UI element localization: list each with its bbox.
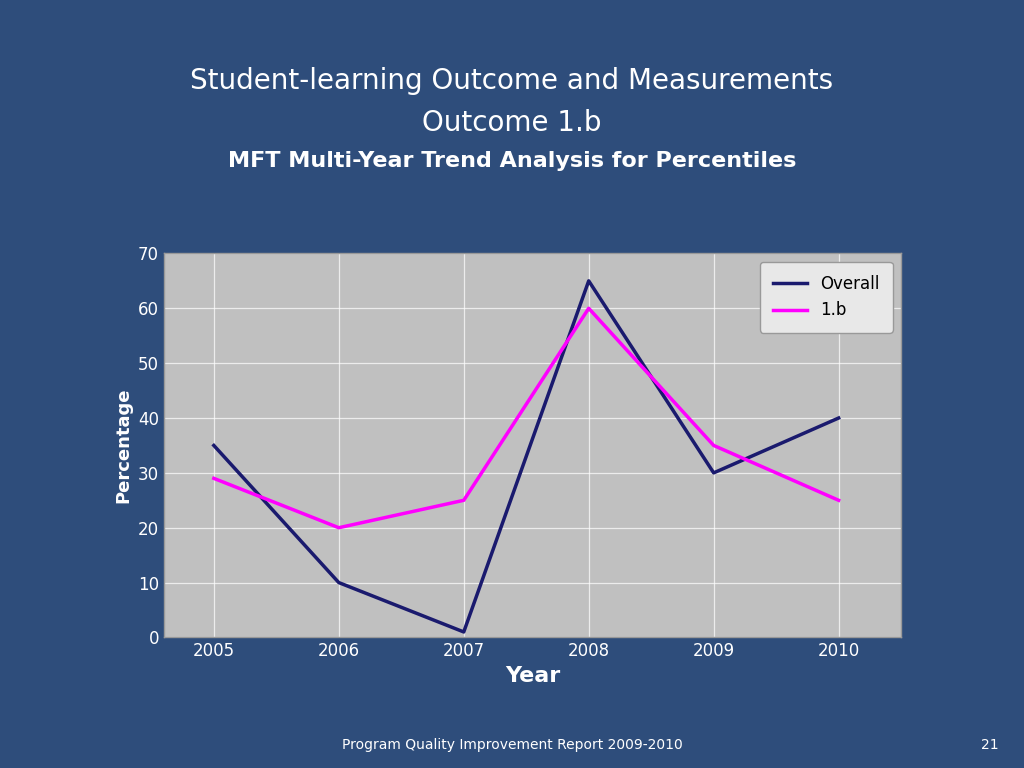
1.b [583,303,595,313]
Overall [458,627,470,637]
Overall [333,578,345,588]
Text: Outcome 1.b: Outcome 1.b [422,109,602,137]
Text: 21: 21 [981,738,998,752]
1.b [833,495,845,505]
Y-axis label: Percentage: Percentage [115,388,132,503]
Overall [583,276,595,286]
1.b [458,495,470,505]
Line: 1.b: 1.b [214,308,839,528]
Overall [208,441,220,450]
Legend: Overall, 1.b: Overall, 1.b [760,262,893,333]
Line: Overall: Overall [214,281,839,632]
Text: Student-learning Outcome and Measurements: Student-learning Outcome and Measurement… [190,67,834,94]
Text: Program Quality Improvement Report 2009-2010: Program Quality Improvement Report 2009-… [342,738,682,752]
1.b [333,523,345,532]
1.b [708,441,720,450]
Text: MFT Multi-Year Trend Analysis for Percentiles: MFT Multi-Year Trend Analysis for Percen… [227,151,797,171]
1.b [208,474,220,483]
Overall [708,468,720,478]
X-axis label: Year: Year [505,666,560,686]
Overall [833,413,845,422]
